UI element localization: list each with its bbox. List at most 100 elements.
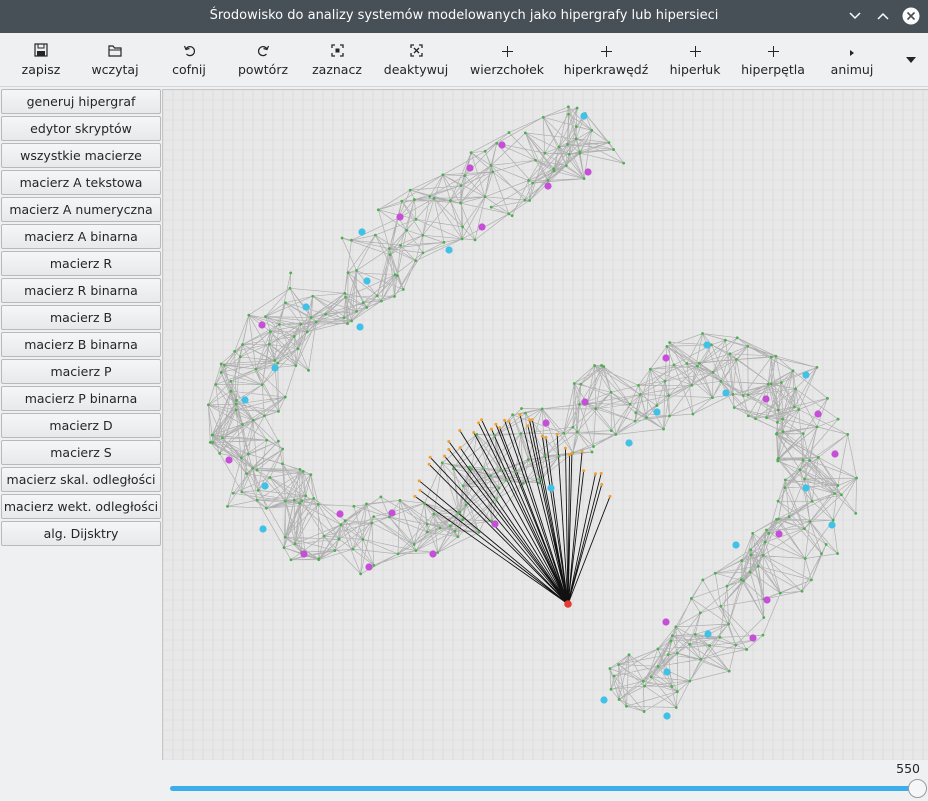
vertex <box>463 174 467 178</box>
toolbar-save-button[interactable]: zapisz <box>16 33 66 87</box>
highlighted-vertex <box>472 430 476 434</box>
toolbar-redo-button[interactable]: powtórz <box>232 33 294 87</box>
vertex <box>574 125 578 129</box>
minimize-button[interactable] <box>845 6 865 26</box>
vertex <box>314 320 318 324</box>
sidebar-button[interactable]: wszystkie macierze <box>1 143 161 168</box>
vertex <box>448 199 452 202</box>
maximize-button[interactable] <box>873 6 893 26</box>
highlighted-vertex <box>530 418 534 422</box>
vertex <box>855 476 858 480</box>
sidebar-button[interactable]: macierz A numeryczna <box>1 197 161 222</box>
sidebar-button[interactable]: macierz B binarna <box>1 332 161 357</box>
vertex <box>675 690 679 694</box>
vertex <box>282 546 286 549</box>
sidebar-button[interactable]: macierz A binarna <box>1 224 161 249</box>
toolbar-select-button[interactable]: zaznacz <box>309 33 365 87</box>
sidebar-button[interactable]: macierz R binarna <box>1 278 161 303</box>
toolbar-add-hyperarc-button[interactable]: hiperłuk <box>664 33 726 87</box>
sidebar-button[interactable]: alg. Dijsktry <box>1 521 161 546</box>
vertex <box>219 371 223 374</box>
vertex <box>351 547 355 551</box>
vertex <box>453 529 457 533</box>
vertex <box>361 538 365 541</box>
toolbar-deactivate-button[interactable]: deaktywuj <box>381 33 451 87</box>
hypergraph-view[interactable] <box>163 90 928 760</box>
vertex <box>245 472 248 476</box>
vertex <box>339 523 343 527</box>
vertex <box>776 458 780 461</box>
zoom-slider-handle[interactable] <box>908 779 927 798</box>
sidebar-button[interactable]: macierz D <box>1 413 161 438</box>
sidebar-button[interactable]: macierz P <box>1 359 161 384</box>
vertex <box>489 164 493 167</box>
vertex <box>662 427 665 431</box>
sidebar-button[interactable]: edytor skryptów <box>1 116 161 141</box>
sidebar-button[interactable]: macierz S <box>1 440 161 465</box>
vertex <box>298 467 302 471</box>
toolbar-add-hyperedge-button[interactable]: hiperkrawędź <box>561 33 651 87</box>
vertex <box>809 578 813 582</box>
vertex <box>510 214 514 218</box>
vertex <box>765 528 768 532</box>
vertex <box>256 489 260 492</box>
title-bar: Środowisko do analizy systemów modelowan… <box>0 0 928 33</box>
sidebar-button[interactable]: macierz B <box>1 305 161 330</box>
close-icon <box>902 7 920 25</box>
chevron-down-icon <box>906 57 916 63</box>
vertex <box>304 494 308 498</box>
vertex <box>355 310 359 313</box>
vertex <box>405 228 408 232</box>
toolbar-undo-button[interactable]: cofnij <box>164 33 214 87</box>
hyperedge-node <box>302 303 310 311</box>
vertex <box>428 195 432 198</box>
sidebar-button[interactable]: macierz A tekstowa <box>1 170 161 195</box>
vertex <box>283 535 287 539</box>
highlighted-vertex <box>418 488 422 492</box>
hyperedge-node <box>600 696 608 704</box>
sidebar-button[interactable]: generuj hipergraf <box>1 89 161 114</box>
vertex <box>277 322 281 326</box>
vertex <box>732 406 736 409</box>
vertex <box>769 382 773 386</box>
sidebar-button[interactable]: macierz wekt. odległości <box>1 494 161 519</box>
toolbar-overflow-button[interactable] <box>900 33 922 87</box>
vertex <box>776 408 780 412</box>
toolbar-load-button[interactable]: wczytaj <box>86 33 144 87</box>
vertex <box>746 414 750 418</box>
toolbar-add-hyperloop-button[interactable]: hiperpętla <box>738 33 808 87</box>
highlighted-vertex <box>568 453 572 457</box>
vertex <box>665 345 669 348</box>
vertex <box>534 158 537 162</box>
hyperedge-node <box>225 456 233 464</box>
hypergraph-canvas[interactable] <box>162 89 928 760</box>
vertex <box>836 552 839 555</box>
toolbar-label: zapisz <box>21 62 61 77</box>
highlighted-vertex <box>580 449 584 453</box>
toolbar-add-vertex-button[interactable]: wierzchołek <box>466 33 548 87</box>
highlighted-vertex <box>494 422 498 426</box>
vertex <box>229 379 233 383</box>
vertex <box>727 669 731 673</box>
vertex <box>723 338 727 342</box>
sidebar-button[interactable]: macierz P binarna <box>1 386 161 411</box>
vertex <box>523 198 527 202</box>
vertex <box>628 402 632 406</box>
sidebar-button[interactable]: macierz R <box>1 251 161 276</box>
vertex <box>783 486 787 490</box>
toolbar-animate-button[interactable]: animuj <box>826 33 878 87</box>
sidebar-button[interactable]: macierz skal. odległości <box>1 467 161 492</box>
vertex <box>337 537 341 541</box>
vertex <box>511 413 515 417</box>
vertex <box>600 363 603 367</box>
vertex <box>400 199 404 203</box>
zoom-slider-track[interactable] <box>170 786 920 791</box>
close-button[interactable] <box>901 6 921 26</box>
vertex <box>699 657 703 661</box>
vertex <box>609 429 613 432</box>
hyperedge-node <box>356 323 364 331</box>
vertex <box>247 313 251 317</box>
highlighted-vertex <box>417 479 421 483</box>
highlighted-vertex <box>480 418 484 422</box>
vertex <box>456 535 460 539</box>
